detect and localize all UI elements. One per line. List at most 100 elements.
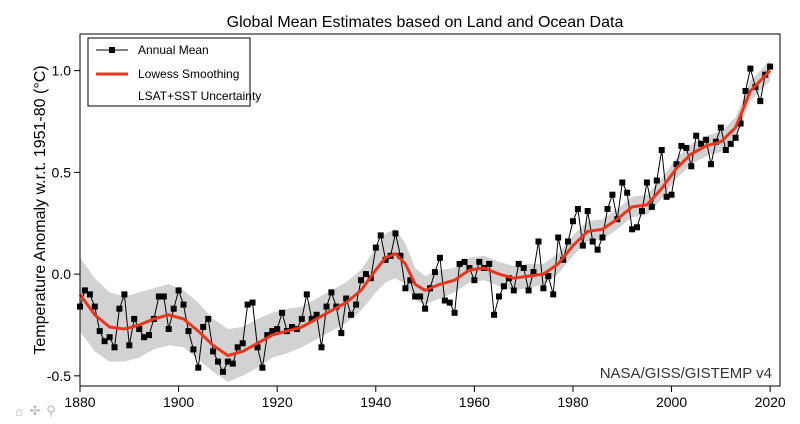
annual-mean-point xyxy=(402,285,409,292)
annual-mean-point xyxy=(195,364,202,371)
annual-mean-point xyxy=(579,242,586,249)
annual-mean-point xyxy=(155,293,162,300)
annual-mean-point xyxy=(698,140,705,147)
annual-mean-point xyxy=(461,258,468,265)
annual-mean-point xyxy=(757,98,764,105)
annual-mean-point xyxy=(160,293,167,300)
annual-mean-point xyxy=(629,226,636,233)
chart-title: Global Mean Estimates based on Land and … xyxy=(227,14,624,31)
annual-mean-point xyxy=(170,305,177,312)
annual-mean-point xyxy=(466,265,473,271)
x-tick-label: 1940 xyxy=(360,394,391,410)
annual-mean-point xyxy=(436,254,443,261)
annual-mean-point xyxy=(703,136,710,143)
x-tick-label: 1920 xyxy=(262,394,293,410)
annual-mean-point xyxy=(545,273,552,280)
y-tick-label: 1.0 xyxy=(52,63,72,79)
y-axis: -0.5 0.0 0.5 1.0 xyxy=(47,63,80,384)
legend-annual-marker xyxy=(109,47,115,53)
annual-mean-point xyxy=(767,63,774,70)
annual-mean-point xyxy=(722,147,729,153)
annual-mean-point xyxy=(658,147,665,153)
annual-mean-point xyxy=(683,144,690,151)
annual-mean-point xyxy=(244,301,251,308)
annual-mean-point xyxy=(136,326,143,332)
annual-mean-point xyxy=(417,293,424,300)
annual-mean-point xyxy=(397,252,404,259)
annual-mean-point xyxy=(298,315,305,322)
x-tick-label: 1980 xyxy=(557,394,588,410)
annual-mean-point xyxy=(254,344,261,351)
uncertainty-band-layer xyxy=(80,60,771,382)
annual-mean-point xyxy=(535,238,542,245)
annual-mean-point xyxy=(215,358,221,365)
annual-mean-point xyxy=(624,189,631,196)
zoom-icon[interactable]: ⚲ xyxy=(46,403,56,418)
annual-mean-point xyxy=(343,295,350,302)
annual-mean-point xyxy=(358,277,364,284)
annual-mean-point xyxy=(604,206,611,212)
annual-mean-point xyxy=(274,326,281,332)
annual-mean-point xyxy=(121,291,128,298)
annual-mean-point xyxy=(673,161,680,168)
annual-mean-point xyxy=(471,277,478,284)
annual-mean-point xyxy=(249,299,256,306)
annual-mean-point xyxy=(392,230,399,237)
annual-mean-point xyxy=(594,246,601,253)
source-label: NASA/GISS/GISTEMP v4 xyxy=(600,365,772,382)
annual-mean-point xyxy=(308,315,315,322)
annual-mean-point xyxy=(584,208,591,214)
pan-icon[interactable]: ✣ xyxy=(29,403,41,418)
annual-mean-point xyxy=(727,140,734,147)
annual-mean-point xyxy=(229,360,236,367)
annual-mean-point xyxy=(141,334,148,341)
annual-mean-point xyxy=(540,285,547,292)
annual-mean-point xyxy=(496,293,502,300)
annual-mean-point xyxy=(111,344,118,351)
annual-mean-point xyxy=(431,269,438,276)
annual-mean-point xyxy=(515,260,522,267)
annual-mean-point xyxy=(555,234,562,241)
annual-mean-point xyxy=(185,328,192,335)
annual-mean-point xyxy=(91,303,98,310)
chart-toolbar: ⌂ ✣ ⚲ xyxy=(12,402,60,420)
annual-mean-point xyxy=(264,332,271,339)
annual-mean-point xyxy=(678,142,685,149)
annual-mean-point xyxy=(175,287,182,294)
annual-mean-point xyxy=(476,258,483,265)
annual-mean-point xyxy=(530,269,537,276)
annual-mean-point xyxy=(180,301,187,308)
x-tick-label: 2000 xyxy=(656,394,687,410)
annual-mean-point xyxy=(279,309,286,316)
annual-mean-point xyxy=(353,301,360,308)
annual-mean-point xyxy=(648,203,655,210)
annual-mean-point xyxy=(599,234,606,241)
annual-mean-point xyxy=(205,315,212,322)
annual-mean-point xyxy=(456,260,463,267)
uncertainty-band xyxy=(80,60,771,382)
annual-mean-point xyxy=(486,260,493,267)
annual-mean-point xyxy=(412,293,419,300)
annual-mean-point xyxy=(639,208,645,214)
annual-mean-point xyxy=(653,177,660,184)
x-tick-label: 1880 xyxy=(64,394,95,410)
annual-mean-point xyxy=(451,309,458,316)
annual-mean-point xyxy=(747,65,754,72)
annual-mean-point xyxy=(165,326,172,332)
annual-mean-point xyxy=(643,179,650,186)
home-icon[interactable]: ⌂ xyxy=(15,403,23,419)
annual-mean-point xyxy=(210,348,217,355)
plot-frame xyxy=(79,33,781,387)
annual-mean-point xyxy=(520,265,527,271)
annual-mean-point xyxy=(377,232,384,239)
annual-mean-point xyxy=(289,324,295,330)
x-axis: 1880 1900 1920 1940 1960 1980 2000 2020 xyxy=(64,386,786,410)
legend: Annual Mean Lowess Smoothing LSAT+SST Un… xyxy=(87,37,261,107)
annual-mean-point xyxy=(372,244,379,251)
annual-mean-point xyxy=(574,206,581,212)
annual-mean-point xyxy=(234,344,241,351)
annual-mean-point xyxy=(348,311,355,318)
annual-mean-point xyxy=(362,271,369,278)
annual-mean-point xyxy=(570,218,576,225)
